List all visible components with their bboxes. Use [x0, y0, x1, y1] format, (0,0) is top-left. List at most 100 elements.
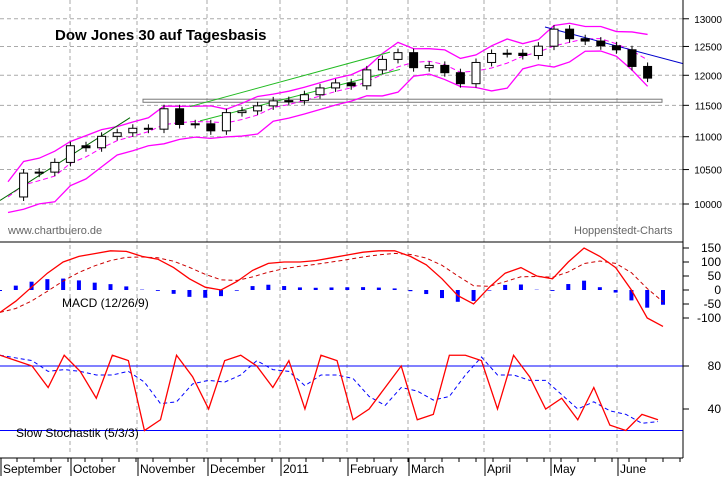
macd-histogram-bar — [77, 280, 81, 290]
candle — [566, 29, 574, 39]
macd-histogram-bar — [503, 285, 507, 290]
source-left: www.chartbuero.de — [7, 225, 102, 237]
candle — [441, 65, 449, 72]
macd-histogram-bar — [314, 288, 318, 290]
macd-tick-label: 100 — [701, 255, 721, 269]
candle — [176, 109, 184, 125]
price-tick-label: 11000 — [695, 133, 723, 144]
macd-histogram-bar — [93, 283, 97, 290]
macd-histogram-bar — [582, 281, 586, 290]
macd-histogram-bar — [266, 285, 270, 290]
candle — [488, 53, 496, 62]
macd-tick-label: 0 — [714, 283, 721, 297]
candle — [300, 95, 308, 101]
support-rectangle — [143, 99, 662, 102]
candle — [20, 173, 28, 197]
macd-histogram-bar — [424, 290, 428, 294]
candle — [628, 50, 636, 67]
candle — [503, 53, 511, 54]
macd-histogram-bar — [377, 288, 381, 290]
macd-histogram-bar — [330, 287, 334, 290]
month-label: April — [487, 462, 511, 476]
candle — [612, 46, 620, 50]
price-tick-label: 10500 — [694, 166, 722, 177]
macd-tick-label: 50 — [708, 269, 722, 283]
macd-histogram-bar — [109, 284, 113, 290]
candle — [519, 53, 527, 55]
month-label: 2011 — [283, 462, 309, 476]
macd-line — [0, 248, 663, 326]
macd-histogram-bar — [551, 290, 555, 291]
month-label: June — [620, 462, 646, 476]
macd-histogram-bar — [408, 290, 412, 291]
stochastic-label: Slow Stochastik (5/3/3) — [16, 426, 139, 440]
month-label: February — [350, 462, 398, 476]
price-tick-label: 12500 — [694, 42, 722, 53]
candle — [378, 59, 386, 69]
macd-histogram-bar — [345, 287, 349, 290]
candle — [129, 128, 137, 132]
macd-histogram-bar — [156, 290, 160, 291]
candle — [347, 83, 355, 86]
macd-histogram-bar — [235, 290, 239, 291]
macd-histogram-bar — [219, 290, 223, 296]
candle — [316, 88, 324, 95]
candle — [394, 53, 402, 60]
candle — [113, 133, 121, 137]
price-tick-label: 13000 — [694, 15, 722, 26]
candle — [581, 39, 589, 41]
trend-lines — [0, 27, 683, 201]
price-tick-label: 11500 — [695, 101, 723, 112]
macd-histogram-bar — [0, 290, 2, 291]
macd-histogram-bar — [440, 290, 444, 298]
candle — [254, 106, 262, 111]
month-label: March — [411, 462, 444, 476]
macd-histogram-bar — [45, 279, 49, 290]
price-tick-label: 12000 — [694, 71, 722, 82]
macd-histogram-bar — [661, 290, 665, 305]
month-label: September — [3, 462, 62, 476]
macd-histogram-bar — [519, 285, 523, 290]
stochastic-tick-label: 40 — [708, 402, 722, 416]
month-label: October — [73, 462, 116, 476]
candle — [82, 146, 90, 148]
macd-histogram-bar — [282, 286, 286, 290]
macd-histogram-bar — [645, 290, 649, 308]
macd-histogram-bar — [614, 290, 618, 293]
candle — [98, 136, 106, 147]
macd-histogram-bar — [598, 287, 602, 290]
candle — [66, 146, 74, 163]
candle — [534, 46, 542, 55]
candle — [207, 124, 215, 131]
candle — [550, 29, 558, 46]
macd-histogram-bar — [251, 286, 255, 290]
price-tick-label: 10000 — [694, 200, 722, 211]
macd-histogram-bar — [124, 286, 128, 290]
candle — [410, 53, 418, 68]
price-candles — [20, 25, 652, 201]
macd-histogram-bar — [172, 290, 176, 294]
macd-histogram-bar — [187, 290, 191, 297]
macd-histogram-bar — [566, 284, 570, 290]
bollinger-lower — [8, 51, 648, 212]
macd-histogram-bar — [298, 287, 302, 290]
candle — [363, 70, 371, 86]
stochastic-tick-label: 80 — [708, 359, 722, 373]
macd-histogram-bar — [203, 290, 207, 298]
macd-label: MACD (12/26/9) — [62, 296, 149, 310]
candle — [425, 65, 433, 67]
candle — [456, 73, 464, 84]
candle — [644, 66, 652, 78]
stochastic-panel — [0, 355, 683, 430]
candle — [472, 62, 480, 83]
candle — [285, 101, 293, 102]
candle — [144, 128, 152, 129]
macd-histogram-bar — [361, 287, 365, 290]
month-label: December — [210, 462, 265, 476]
macd-tick-label: -100 — [697, 311, 721, 325]
stochastic-d-line — [0, 355, 658, 423]
candle — [597, 41, 605, 46]
bollinger-middle — [8, 39, 648, 197]
macd-histogram-bar — [472, 290, 476, 301]
